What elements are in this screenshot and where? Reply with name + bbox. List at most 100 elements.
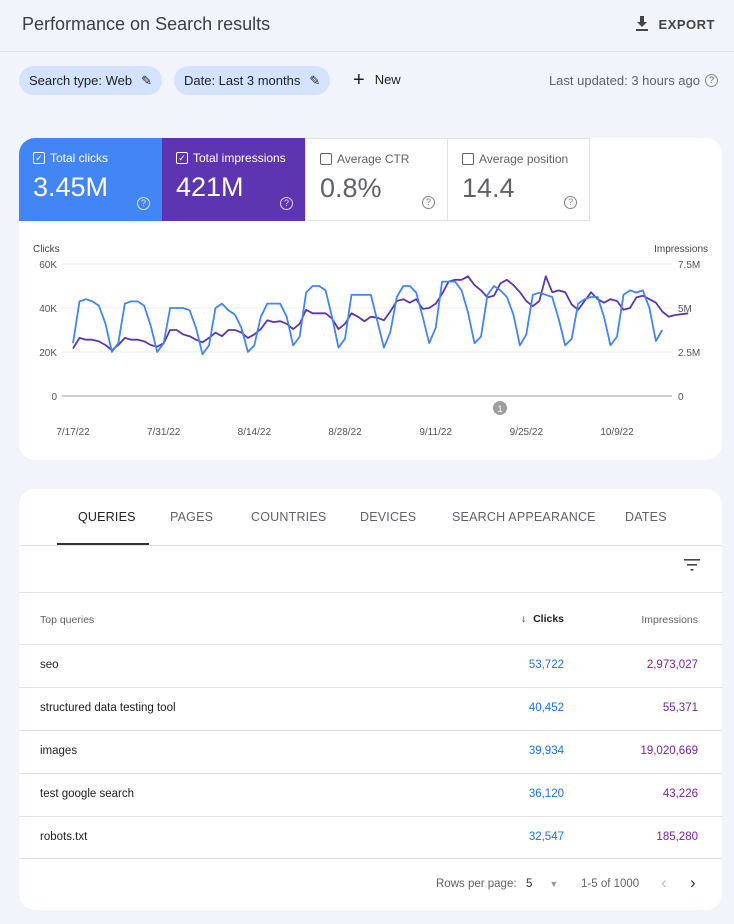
edit-icon: ✎	[309, 72, 321, 88]
query-cell: seo	[40, 659, 59, 671]
header-divider	[0, 51, 734, 52]
plus-icon: +	[353, 68, 365, 91]
new-filter-button[interactable]: + New	[353, 68, 401, 91]
table-row[interactable]: test google search 36,120 43,226	[19, 773, 722, 816]
x-tick-label: 8/14/22	[238, 427, 272, 438]
header-clicks-sort[interactable]: ↓ Clicks	[521, 613, 564, 625]
arrow-down-icon: ↓	[520, 613, 527, 625]
search-type-chip[interactable]: Search type: Web ✎	[19, 66, 162, 95]
tab-countries[interactable]: COUNTRIES	[251, 510, 327, 524]
clicks-cell: 40,452	[528, 702, 564, 714]
help-icon[interactable]: ?	[137, 197, 150, 210]
rows-per-page-select[interactable]: 5 ▼	[526, 878, 558, 890]
query-cell: test google search	[40, 788, 134, 800]
table-header: Top queries ↓ Clicks Impressions	[19, 592, 722, 644]
tab-queries[interactable]: QUERIES	[78, 510, 136, 524]
right-axis-label: Impressions	[654, 244, 708, 255]
date-chip[interactable]: Date: Last 3 months ✎	[174, 66, 331, 95]
tab-search-appearance[interactable]: SEARCH APPEARANCE	[452, 510, 596, 524]
x-tick-label: 9/25/22	[510, 427, 544, 438]
right-tick-label: 7.5M	[678, 260, 700, 271]
impressions-cell: 55,371	[662, 702, 698, 714]
new-label: New	[374, 72, 401, 87]
performance-chart: Clicks Impressions 0 0 20K 2.5M 40K 5M 60K 7.5M 7/…	[33, 244, 708, 438]
download-icon	[635, 16, 648, 31]
table-card	[19, 489, 722, 910]
help-icon[interactable]: ?	[280, 197, 293, 210]
checkbox-checked-icon[interactable]: ✓	[33, 152, 45, 164]
header-clicks: Clicks	[533, 613, 564, 625]
tab-pages[interactable]: PAGES	[170, 510, 214, 524]
chip-label: Date: Last 3 months	[184, 73, 301, 88]
left-tick-label: 60K	[39, 260, 57, 271]
table-row[interactable]: images 39,934 19,020,669	[19, 730, 722, 773]
tab-dates[interactable]: DATES	[625, 510, 667, 524]
clicks-cell: 36,120	[528, 788, 564, 800]
metric-value: 3.45M	[33, 172, 109, 202]
left-tick-label: 20K	[39, 348, 57, 359]
help-icon[interactable]: ?	[422, 196, 435, 209]
edit-icon: ✎	[141, 72, 152, 88]
help-icon[interactable]: ?	[564, 196, 577, 209]
checkbox-checked-icon[interactable]: ✓	[176, 152, 188, 164]
right-tick-label: 2.5M	[678, 348, 700, 359]
query-cell: images	[40, 745, 78, 757]
impressions-cell: 19,020,669	[640, 745, 698, 757]
metric-total-impressions[interactable]: ✓ Total impressions 421M ?	[162, 138, 305, 221]
prev-page-icon[interactable]: ‹	[661, 873, 667, 892]
metric-total-clicks[interactable]: ✓ Total clicks 3.45M ?	[19, 138, 162, 221]
dimension-tabs: QUERIES PAGES COUNTRIES DEVICES SEARCH A…	[19, 489, 722, 546]
annotation-marker	[493, 401, 507, 415]
rows-per-page-value: 5	[526, 878, 533, 890]
right-tick-label: 0	[678, 392, 684, 403]
page-title: Performance on Search results	[22, 14, 271, 34]
last-updated: Last updated: 3 hours ago ?	[549, 73, 718, 88]
metric-label: Total clicks	[50, 151, 109, 165]
metric-label: Total impressions	[193, 151, 286, 165]
rows-per-page-label: Rows per page:	[436, 878, 517, 890]
impressions-cell: 185,280	[656, 831, 698, 843]
x-tick-label: 10/9/22	[600, 427, 634, 438]
table-row[interactable]: structured data testing tool 40,452 55,371	[19, 687, 722, 730]
clicks-cell: 32,547	[528, 831, 564, 843]
header-top-queries: Top queries	[40, 614, 95, 626]
annotation-label: 1	[497, 404, 502, 414]
query-cell: structured data testing tool	[40, 702, 176, 714]
left-axis-label: Clicks	[33, 244, 60, 255]
metric-value: 14.4	[462, 173, 515, 203]
left-tick-label: 40K	[39, 304, 57, 315]
pagination: Rows per page: 5 ▼ 1-5 of 1000 ‹ ›	[19, 858, 722, 910]
x-tick-label: 8/28/22	[328, 427, 362, 438]
series-line-clicks	[72, 280, 664, 356]
checkbox-unchecked-icon[interactable]	[320, 153, 332, 165]
clicks-cell: 39,934	[528, 745, 564, 757]
table-row[interactable]: seo 53,722 2,973,027	[19, 644, 722, 687]
help-icon[interactable]: ?	[705, 74, 718, 87]
right-tick-label: 5M	[678, 304, 692, 315]
metric-label: Average position	[479, 152, 569, 166]
metric-label: Average CTR	[337, 152, 410, 166]
last-updated-text: Last updated: 3 hours ago	[548, 73, 700, 88]
dropdown-arrow-icon: ▼	[549, 879, 559, 889]
tab-devices[interactable]: DEVICES	[360, 510, 417, 524]
x-tick-label: 9/11/22	[419, 427, 452, 438]
impressions-cell: 43,226	[662, 788, 698, 800]
page-range: 1-5 of 1000	[581, 878, 640, 890]
header-impressions[interactable]: Impressions	[641, 614, 698, 626]
metric-value: 0.8%	[320, 173, 382, 203]
checkbox-unchecked-icon[interactable]	[462, 153, 474, 165]
x-tick-label: 7/17/22	[56, 427, 90, 438]
impressions-cell: 2,973,027	[646, 659, 698, 671]
clicks-cell: 53,722	[528, 659, 564, 671]
active-tab-indicator	[57, 543, 149, 545]
x-tick-label: 7/31/22	[147, 427, 181, 438]
metric-value: 421M	[176, 172, 244, 202]
export-label: EXPORT	[658, 16, 715, 32]
export-button[interactable]: EXPORT	[635, 16, 715, 32]
filter-icon[interactable]	[684, 559, 700, 571]
next-page-icon[interactable]: ›	[690, 873, 696, 892]
query-cell: robots.txt	[40, 831, 88, 843]
table-row[interactable]: robots.txt 32,547 185,280	[19, 816, 722, 859]
chip-label: Search type: Web	[29, 73, 133, 88]
metric-average-position[interactable]: Average position 14.4 ?	[447, 138, 590, 221]
